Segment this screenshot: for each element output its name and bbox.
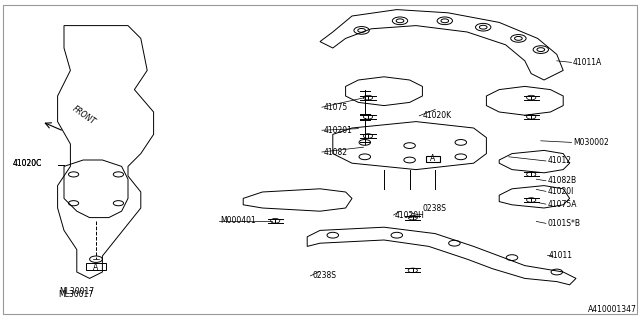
Text: 41020H: 41020H [395, 211, 425, 220]
Text: 41011: 41011 [549, 251, 573, 260]
Text: M030002: M030002 [573, 138, 609, 147]
Text: M000401: M000401 [220, 216, 256, 225]
Text: 410201: 410201 [323, 126, 352, 135]
Text: 41020I: 41020I [548, 187, 574, 196]
Text: 0101S*B: 0101S*B [548, 219, 581, 228]
Text: 41082B: 41082B [548, 176, 577, 185]
Text: 41020C: 41020C [13, 159, 42, 168]
Text: FRONT: FRONT [70, 104, 97, 126]
Text: ML30017: ML30017 [59, 290, 93, 299]
Text: 0238S: 0238S [312, 271, 337, 280]
Text: ML30017: ML30017 [60, 287, 94, 296]
Text: 41075: 41075 [323, 103, 348, 112]
Text: A: A [93, 263, 99, 272]
Text: 41011A: 41011A [573, 58, 602, 67]
Text: A: A [430, 154, 435, 163]
Text: A410001347: A410001347 [588, 305, 637, 314]
Text: 0238S: 0238S [422, 204, 447, 213]
Text: 41012: 41012 [548, 156, 572, 165]
Text: 41075A: 41075A [548, 200, 577, 209]
Text: 41020C: 41020C [13, 159, 42, 168]
Text: 41020K: 41020K [422, 111, 452, 120]
Text: 41082: 41082 [323, 148, 347, 156]
